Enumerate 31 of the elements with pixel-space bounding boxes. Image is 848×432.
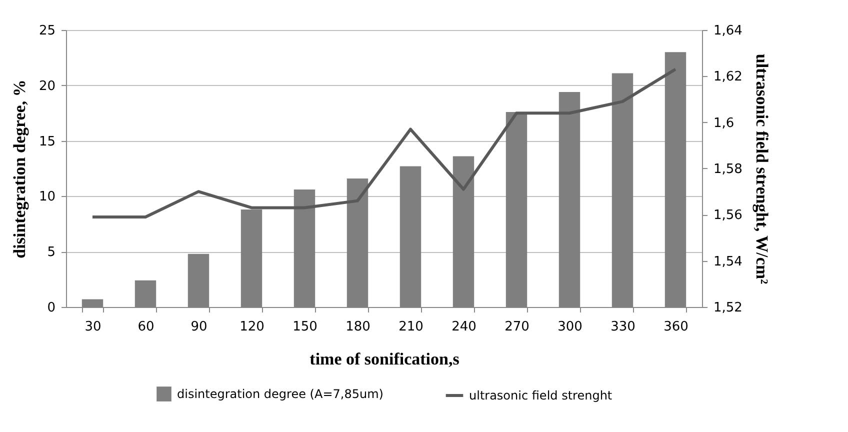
line-series: [91, 68, 677, 218]
y2-tick-label: 1,6: [714, 116, 734, 131]
x-tick-label: 330: [610, 320, 636, 334]
x-tick-label: 30: [84, 320, 102, 334]
x-tick-label: 180: [346, 320, 370, 334]
y-tick-label: 15: [38, 134, 56, 150]
y2-axis-title: ultrasonic field strenght, W/cm²: [752, 54, 772, 284]
x-tick-label: 210: [398, 320, 424, 334]
y-tick-label: 10: [38, 190, 56, 205]
y2-tick-label: 1,56: [714, 208, 742, 224]
x-tick-label: 120: [240, 320, 264, 334]
x-tick-label: 240: [452, 320, 476, 334]
x-tick-label: 360: [664, 320, 688, 334]
x-tick-label: 90: [190, 320, 208, 334]
y-axis-title: disintegration degree, %: [10, 80, 29, 258]
y-tick-label: 20: [38, 78, 56, 94]
y2-tick-label: 1,58: [714, 162, 742, 177]
x-tick-label: 60: [138, 320, 154, 334]
x-axis-title: time of sonification,s: [310, 350, 460, 368]
y2-tick-label: 1,54: [714, 254, 742, 270]
y-tick-label: 5: [47, 245, 56, 260]
y-tick-label: 0: [47, 300, 56, 316]
y2-tick-label: 1,52: [714, 300, 742, 316]
x-tick-label: 150: [292, 320, 318, 334]
y2-tick-label: 1,64: [714, 24, 742, 38]
legend-label: disintegration degree (A=7,85um): [177, 387, 384, 401]
legend-label: ultrasonic field strenght: [469, 388, 612, 402]
x-tick-label: 300: [558, 320, 582, 334]
y2-tick-label: 1,62: [714, 70, 742, 85]
y-tick-label: 25: [38, 24, 56, 38]
x-tick-label: 270: [504, 320, 530, 334]
